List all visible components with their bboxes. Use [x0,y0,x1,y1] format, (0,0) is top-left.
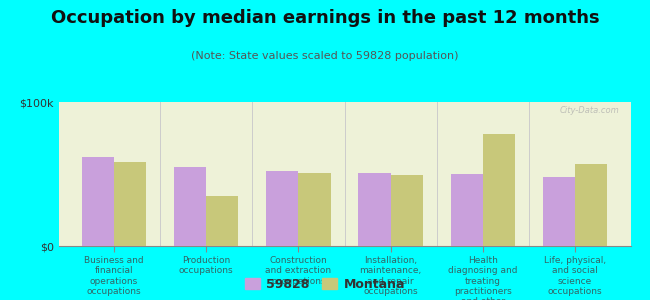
Bar [81,157,114,246]
Bar [483,134,515,246]
Bar [114,163,146,246]
Bar [266,171,298,246]
Bar [358,172,391,246]
Bar [543,177,575,246]
Bar [206,196,239,246]
Bar [174,167,206,246]
Text: Occupation by median earnings in the past 12 months: Occupation by median earnings in the pas… [51,9,599,27]
Text: City-Data.com: City-Data.com [559,106,619,115]
Bar [298,172,331,246]
Bar [575,164,608,246]
Bar [391,176,423,246]
Legend: 59828, Montana: 59828, Montana [245,278,405,291]
Text: (Note: State values scaled to 59828 population): (Note: State values scaled to 59828 popu… [191,51,459,61]
Bar [450,174,483,246]
